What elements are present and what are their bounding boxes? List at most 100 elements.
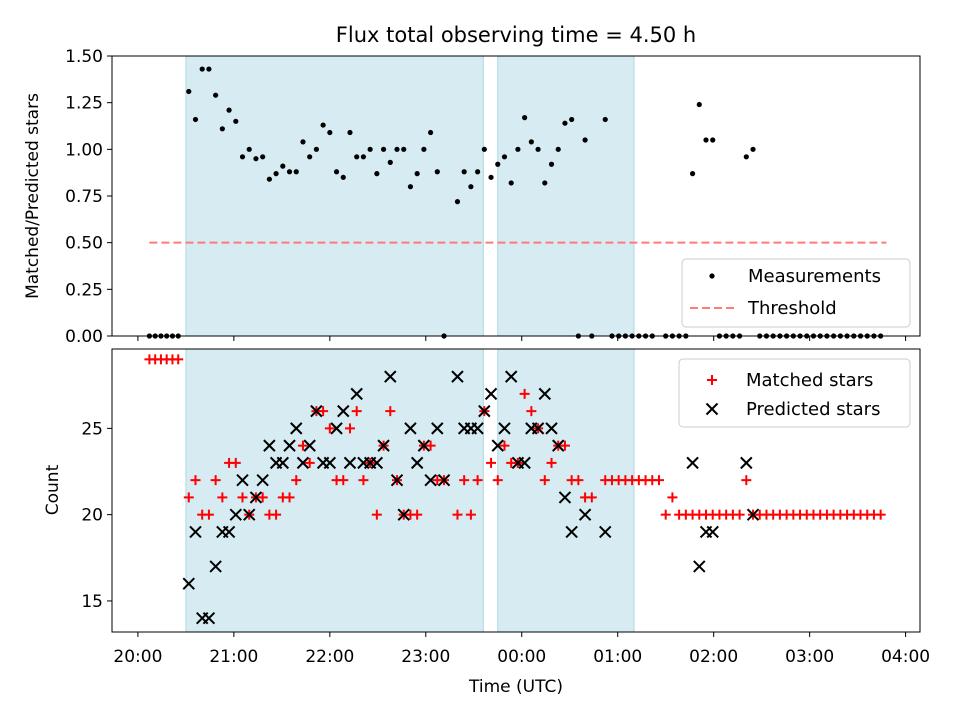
predicted-star-marker <box>478 404 491 418</box>
matched-star-marker <box>546 457 557 468</box>
predicted-star-marker <box>209 560 222 573</box>
x-tick-label: 23:00 <box>401 647 450 667</box>
predicted-star-marker <box>303 439 316 452</box>
shaded-interval-2 <box>497 55 635 337</box>
predicted-star-marker <box>236 473 249 487</box>
predicted-star-marker-b <box>565 525 578 539</box>
measurement-point <box>260 154 266 160</box>
predicted-star-marker-b <box>249 491 263 504</box>
measurement-point <box>213 92 219 98</box>
measurement-point <box>300 139 306 145</box>
measurement-point <box>454 199 461 205</box>
predicted-star-marker <box>189 525 202 539</box>
measurement-point <box>548 161 555 167</box>
measurement-point <box>522 115 528 121</box>
bottom-legend-box <box>678 358 911 428</box>
predicted-star-marker-b <box>545 422 558 435</box>
predicted-star-marker-b <box>686 456 699 470</box>
predicted-star-marker <box>437 473 451 487</box>
predicted-star-marker <box>229 508 242 521</box>
predicted-star-marker <box>538 387 551 401</box>
measurement-point <box>286 169 293 175</box>
legend-threshold-label: Threshold <box>747 298 837 319</box>
matched-star-marker <box>499 440 510 451</box>
predicted-star-marker-b <box>384 370 397 383</box>
matched-star-marker <box>318 406 329 417</box>
matched-star-marker <box>304 457 315 468</box>
predicted-star-marker-b <box>256 473 269 487</box>
matched-star-marker <box>660 509 671 520</box>
predicted-star-marker-b <box>397 508 410 521</box>
matched-star-marker <box>452 509 463 520</box>
predicted-star-marker-b <box>410 456 424 470</box>
predicted-star-marker-b <box>552 439 565 452</box>
measurement-point <box>219 126 225 132</box>
predicted-star-marker-b <box>330 422 343 435</box>
predicted-star-marker-b <box>531 422 545 435</box>
predicted-star-marker-b <box>746 508 760 521</box>
predicted-star-marker <box>290 422 303 435</box>
predicted-star-marker-b <box>431 422 444 435</box>
predicted-star-marker-b <box>370 456 384 470</box>
predicted-star-marker-b <box>189 525 202 539</box>
measurement-point <box>367 146 373 152</box>
predicted-star-marker <box>484 387 498 401</box>
predicted-star-marker-b <box>343 456 357 470</box>
predicted-star-marker-b <box>740 456 753 470</box>
predicted-star-marker-b <box>504 370 518 383</box>
predicted-star-marker <box>404 422 417 435</box>
matched-star-marker <box>324 423 335 434</box>
measurement-point <box>380 146 387 152</box>
predicted-star-marker <box>256 473 269 487</box>
predicted-star-marker-b <box>451 370 464 383</box>
measurement-point <box>468 184 474 190</box>
measurement-point <box>515 146 521 152</box>
predicted-star-marker <box>330 422 343 435</box>
predicted-star-marker-b <box>283 439 296 452</box>
predicted-star-marker <box>558 491 572 504</box>
measurement-point <box>582 137 588 143</box>
predicted-star-marker-b <box>377 439 390 452</box>
chart-title: Flux total observing time = 4.50 h <box>336 23 696 47</box>
x-tick-label: 04:00 <box>881 647 930 667</box>
predicted-star-marker <box>323 456 337 470</box>
measurement-point <box>710 137 716 143</box>
predicted-star-marker-b <box>263 439 276 452</box>
predicted-star-marker-b <box>323 456 337 470</box>
predicted-star-marker-b <box>404 422 417 435</box>
measurement-point <box>273 171 279 177</box>
predicted-star-marker <box>498 422 511 435</box>
measurement-point <box>307 154 313 160</box>
measurement-point <box>327 129 333 136</box>
bottom-panel-counts: 15 20 25 20:00 21:00 22:00 23:00 00:00 01:00 02:… <box>43 348 930 697</box>
predicted-star-marker <box>578 508 592 521</box>
predicted-star-marker <box>552 439 565 452</box>
top-y-tick-label: 0.00 <box>65 327 103 347</box>
bottom-y-tick-label: 25 <box>81 419 103 439</box>
x-tick-label: 21:00 <box>209 647 258 667</box>
measurement-point <box>535 146 541 152</box>
predicted-star-marker <box>545 422 558 435</box>
measurement-point <box>186 88 192 95</box>
predicted-star-marker-b <box>471 422 484 435</box>
top-y-tick-label: 0.50 <box>65 234 103 254</box>
top-y-tick-label: 1.50 <box>65 47 103 67</box>
measurement-point <box>280 163 286 169</box>
measurement-point <box>555 146 561 152</box>
predicted-star-marker-b <box>498 422 511 435</box>
measurement-point <box>239 154 246 160</box>
top-y-axis: 0.00 0.25 0.50 0.75 1.00 1.25 1.50 <box>65 47 112 347</box>
predicted-star-marker <box>410 456 424 470</box>
predicted-star-marker-b <box>182 577 195 590</box>
predicted-star-marker <box>263 439 276 452</box>
matched-star-marker <box>271 509 282 520</box>
predicted-star-marker-b <box>209 560 222 573</box>
bottom-axes-frame <box>111 348 921 633</box>
matched-star-marker <box>297 440 308 451</box>
predicted-star-marker <box>451 370 464 383</box>
bottom-y-tick-label: 20 <box>81 506 103 526</box>
matched-star-marker <box>875 509 886 520</box>
top-y-tick-label: 1.00 <box>65 140 103 160</box>
matched-star-marker <box>190 475 201 486</box>
bottom-legend: Matched stars Predicted stars <box>678 358 911 428</box>
